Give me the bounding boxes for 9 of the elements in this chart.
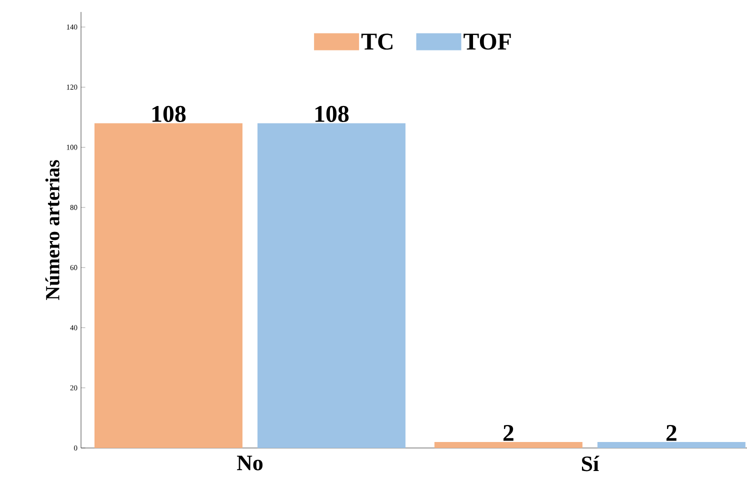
x-tick-label: Sí <box>582 456 600 472</box>
data-label: 108 <box>152 106 186 122</box>
y-axis-title: Número arterias <box>45 160 60 300</box>
x-tick-label: No <box>237 456 263 470</box>
data-label: 108 <box>315 106 349 122</box>
data-label: 2 <box>503 424 514 441</box>
legend-label: TOF <box>464 34 511 50</box>
data-label: 2 <box>666 424 676 441</box>
legend-label: TC <box>361 34 392 50</box>
